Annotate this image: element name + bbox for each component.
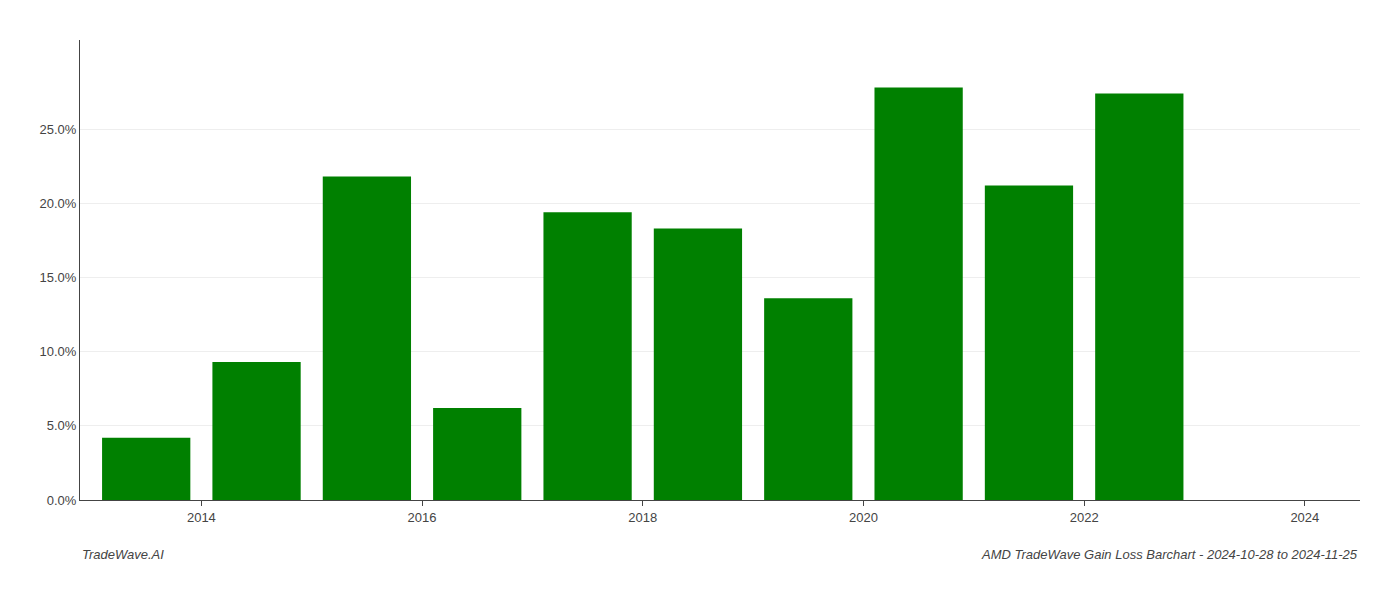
svg-text:0.0%: 0.0% <box>47 493 77 508</box>
svg-text:25.0%: 25.0% <box>40 122 77 137</box>
svg-text:15.0%: 15.0% <box>40 270 77 285</box>
svg-text:2020: 2020 <box>849 510 878 525</box>
svg-text:2022: 2022 <box>1070 510 1099 525</box>
svg-text:20.0%: 20.0% <box>40 196 77 211</box>
svg-text:2024: 2024 <box>1290 510 1319 525</box>
svg-text:10.0%: 10.0% <box>40 344 77 359</box>
svg-text:AMD TradeWave Gain Loss Barcha: AMD TradeWave Gain Loss Barchart - 2024-… <box>981 547 1358 562</box>
svg-text:2014: 2014 <box>187 510 216 525</box>
svg-text:2016: 2016 <box>408 510 437 525</box>
svg-text:TradeWave.AI: TradeWave.AI <box>82 547 164 562</box>
svg-text:5.0%: 5.0% <box>47 418 77 433</box>
svg-text:2018: 2018 <box>628 510 657 525</box>
